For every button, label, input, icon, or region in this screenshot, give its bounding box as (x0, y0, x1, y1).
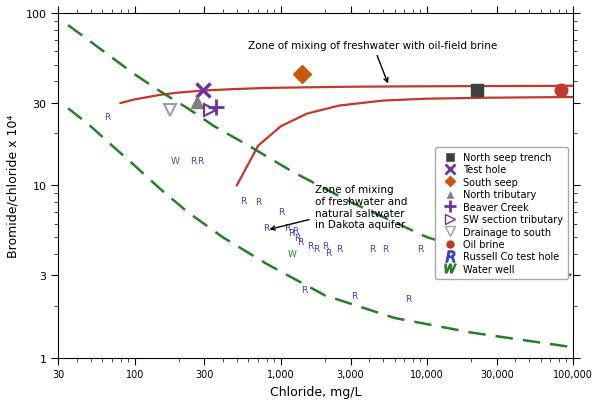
Text: R: R (325, 248, 331, 257)
Text: W: W (171, 156, 180, 165)
Text: R: R (190, 156, 196, 165)
Text: R: R (382, 244, 389, 254)
Text: R: R (292, 226, 298, 235)
Text: R: R (255, 198, 262, 207)
Text: R: R (336, 244, 342, 254)
Legend: North seep trench, Test hole, South seep, North tributary, Beaver Creek, SW sect: North seep trench, Test hole, South seep… (435, 148, 568, 279)
Text: W: W (288, 250, 297, 259)
Text: R: R (288, 229, 295, 238)
Text: R: R (417, 244, 424, 254)
Text: R: R (104, 113, 110, 122)
Text: R: R (240, 196, 246, 205)
Text: R: R (352, 291, 358, 300)
Text: R: R (297, 238, 303, 247)
Text: Zone of mixing
of freshwater and
natural saltwater
in Dakota aquifer: Zone of mixing of freshwater and natural… (271, 185, 407, 230)
Text: R: R (197, 156, 203, 165)
Text: R: R (322, 241, 328, 250)
Y-axis label: Bromide/chloride x 10⁴: Bromide/chloride x 10⁴ (7, 114, 20, 257)
Text: Zone of mixing of freshwater with oil-field brine: Zone of mixing of freshwater with oil-fi… (248, 41, 497, 83)
Text: R: R (406, 294, 412, 303)
Text: R: R (278, 208, 284, 217)
Text: R: R (313, 244, 319, 254)
Text: R: R (263, 223, 270, 232)
Text: R: R (284, 223, 290, 232)
Text: R: R (369, 244, 375, 254)
X-axis label: Chloride, mg/L: Chloride, mg/L (270, 385, 361, 398)
Text: R: R (436, 244, 442, 254)
Text: R: R (301, 285, 308, 294)
Text: R: R (308, 241, 314, 250)
Text: R: R (295, 233, 301, 242)
